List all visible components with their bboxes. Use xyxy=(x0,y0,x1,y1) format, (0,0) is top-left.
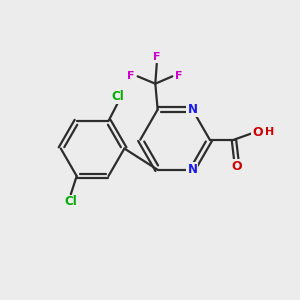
Text: F: F xyxy=(128,71,135,81)
Text: H: H xyxy=(265,127,274,137)
Text: F: F xyxy=(153,52,160,62)
Text: F: F xyxy=(175,71,183,81)
Text: N: N xyxy=(188,103,197,116)
Text: O: O xyxy=(231,160,242,173)
Text: Cl: Cl xyxy=(64,196,77,208)
Text: O: O xyxy=(252,126,263,139)
Text: N: N xyxy=(188,163,197,176)
Text: Cl: Cl xyxy=(111,90,124,103)
